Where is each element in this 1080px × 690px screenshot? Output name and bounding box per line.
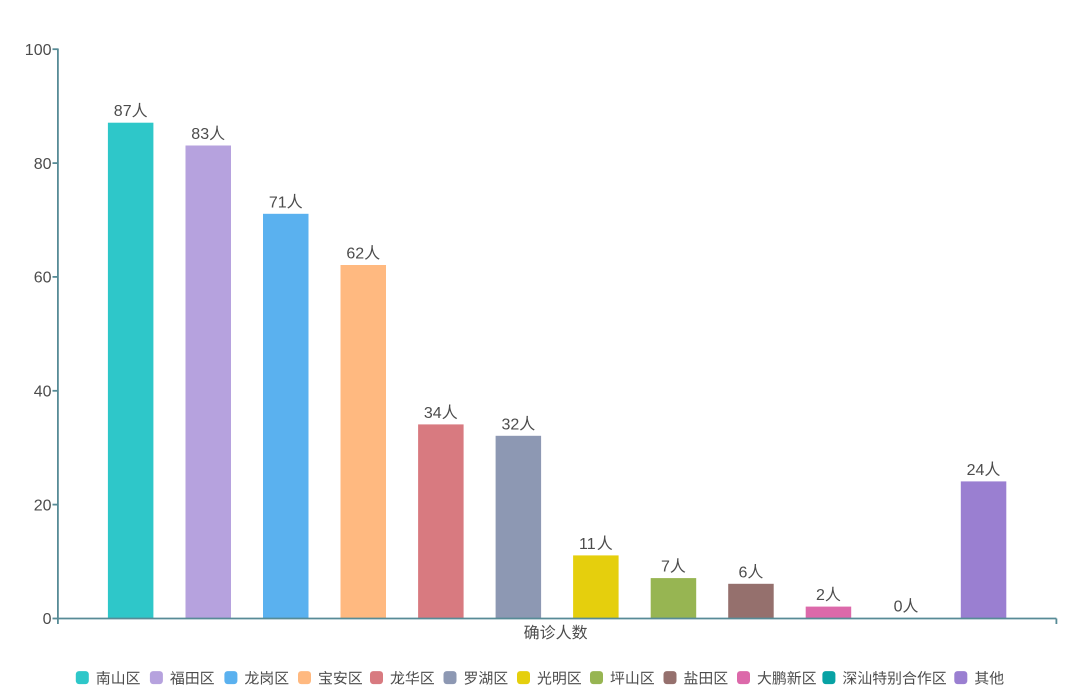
svg-text:7: 7 [661, 559, 670, 576]
svg-text:34: 34 [424, 405, 442, 422]
svg-text:0: 0 [43, 611, 52, 628]
svg-text:71: 71 [269, 194, 287, 211]
svg-text:100: 100 [25, 42, 52, 59]
svg-text:87: 87 [114, 103, 132, 120]
svg-text:0: 0 [894, 599, 903, 616]
svg-text:60: 60 [34, 270, 52, 287]
svg-text:80: 80 [34, 156, 52, 173]
svg-text:83: 83 [191, 126, 209, 143]
svg-text:40: 40 [34, 384, 52, 401]
svg-text:24: 24 [967, 462, 985, 479]
svg-text:2: 2 [816, 587, 825, 604]
svg-text:6: 6 [739, 564, 748, 581]
svg-text:11: 11 [579, 536, 596, 553]
svg-text:62: 62 [346, 246, 364, 263]
svg-text:32: 32 [502, 416, 520, 433]
svg-text:20: 20 [34, 497, 52, 514]
